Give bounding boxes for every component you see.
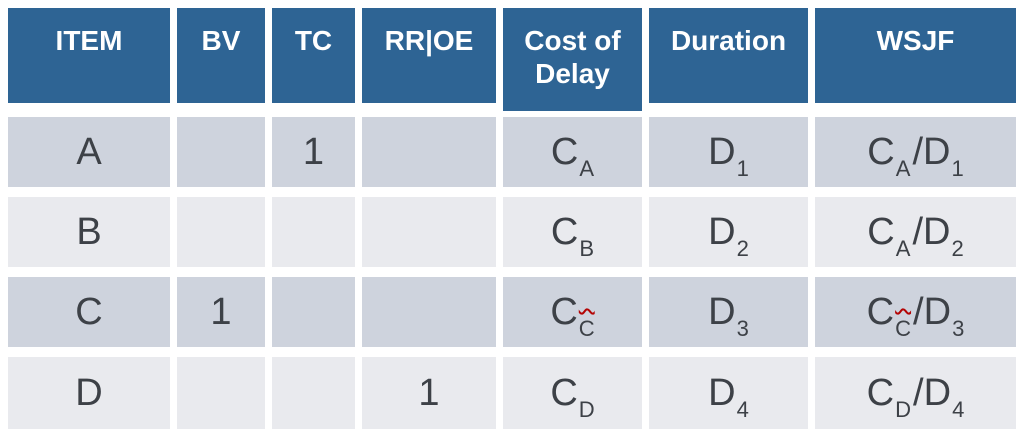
cell-duration: D2	[649, 197, 808, 267]
formula-sub: D	[895, 396, 912, 422]
cell-item: D	[8, 357, 170, 429]
formula-slash: /	[913, 371, 924, 414]
header-cost-of-delay: Cost of Delay	[503, 8, 642, 111]
table-row-a: A 1 CA D1 CA/D1	[8, 117, 1016, 187]
cell-wsjf: CC/D3	[815, 277, 1016, 347]
formula: CC	[550, 290, 594, 340]
cell-cost-of-delay: CA	[503, 117, 642, 187]
formula-sub: 3	[952, 315, 965, 341]
formula-slash: /	[912, 210, 923, 253]
cell-duration: D4	[649, 357, 808, 429]
formula-slash: /	[912, 130, 923, 173]
formula-base: C	[550, 290, 578, 333]
formula-sub: A	[579, 155, 595, 181]
formula-base: D	[923, 210, 951, 253]
cell-rroe	[362, 117, 496, 187]
formula-sub: 4	[952, 396, 965, 422]
formula: D4	[708, 371, 749, 421]
table-row-d: D 1 CD D4 CD/D4	[8, 357, 1016, 429]
formula: CA/D1	[867, 130, 963, 180]
header-wsjf: WSJF	[815, 8, 1016, 103]
formula-base: D	[708, 290, 736, 333]
cell-item: C	[8, 277, 170, 347]
formula-sub: 1	[951, 155, 964, 181]
formula-base: C	[866, 290, 895, 333]
header-duration: Duration	[649, 8, 808, 103]
formula-sub: A	[895, 155, 911, 181]
formula-base: D	[923, 290, 952, 333]
formula-sub-misspelled: C	[895, 315, 912, 341]
cell-tc	[272, 357, 355, 429]
formula: D2	[708, 210, 749, 260]
cell-cost-of-delay: CB	[503, 197, 642, 267]
formula: CD/D4	[866, 371, 965, 421]
cell-cost-of-delay: CC	[503, 277, 642, 347]
cell-rroe: 1	[362, 357, 496, 429]
cell-bv: 1	[177, 277, 265, 347]
cell-rroe	[362, 197, 496, 267]
formula: CC/D3	[866, 290, 965, 340]
formula-sub: D	[578, 396, 595, 422]
formula-sub: 1	[736, 155, 749, 181]
wsjf-table: ITEM BV TC RR|OE Cost of Delay Duration …	[8, 8, 1016, 429]
cell-wsjf: CD/D4	[815, 357, 1016, 429]
formula: CD	[550, 371, 594, 421]
cell-item: B	[8, 197, 170, 267]
formula-sub: 2	[736, 235, 749, 261]
cell-rroe	[362, 277, 496, 347]
formula: CA	[550, 130, 594, 180]
formula-sub-misspelled: C	[578, 315, 595, 341]
formula-sub: 4	[736, 396, 749, 422]
cell-wsjf: CA/D1	[815, 117, 1016, 187]
header-tc: TC	[272, 8, 355, 103]
cell-tc: 1	[272, 117, 355, 187]
cell-cost-of-delay: CD	[503, 357, 642, 429]
formula: CA/D2	[867, 210, 963, 260]
cell-tc	[272, 277, 355, 347]
formula-sub: B	[579, 235, 595, 261]
formula-base: C	[550, 130, 579, 173]
formula-base: C	[867, 130, 895, 173]
header-rroe: RR|OE	[362, 8, 496, 103]
cell-duration: D3	[649, 277, 808, 347]
formula-base: D	[923, 371, 952, 414]
formula-sub: 3	[736, 315, 749, 341]
formula-base: D	[708, 210, 736, 253]
formula-base: C	[866, 371, 895, 414]
formula-slash: /	[913, 290, 924, 333]
cell-bv	[177, 357, 265, 429]
header-item: ITEM	[8, 8, 170, 103]
cell-tc	[272, 197, 355, 267]
formula: D3	[708, 290, 749, 340]
formula-base: C	[867, 210, 895, 253]
cell-bv	[177, 197, 265, 267]
formula-base: D	[923, 130, 951, 173]
table-row-b: B CB D2 CA/D2	[8, 197, 1016, 267]
formula-base: D	[708, 371, 736, 414]
cell-wsjf: CA/D2	[815, 197, 1016, 267]
cell-duration: D1	[649, 117, 808, 187]
table-row-c: C 1 CC D3 CC/D3	[8, 277, 1016, 347]
cell-bv	[177, 117, 265, 187]
formula: CB	[550, 210, 594, 260]
formula-base: D	[708, 130, 736, 173]
formula-sub: 2	[951, 235, 964, 261]
formula: D1	[708, 130, 749, 180]
formula-base: C	[550, 371, 578, 414]
cell-item: A	[8, 117, 170, 187]
header-row: ITEM BV TC RR|OE Cost of Delay Duration …	[8, 8, 1016, 111]
header-bv: BV	[177, 8, 265, 103]
formula-sub: A	[895, 235, 911, 261]
formula-base: C	[550, 210, 579, 253]
